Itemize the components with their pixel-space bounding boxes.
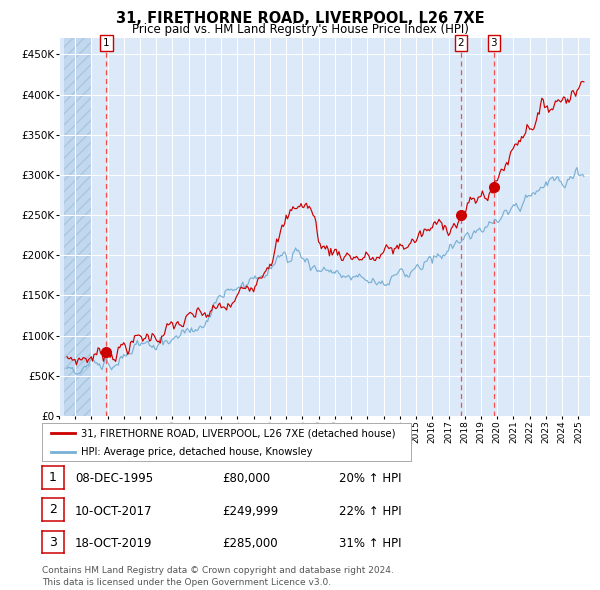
Text: £80,000: £80,000 xyxy=(222,473,270,486)
Text: HPI: Average price, detached house, Knowsley: HPI: Average price, detached house, Know… xyxy=(81,447,312,457)
Text: 2: 2 xyxy=(49,503,57,516)
Text: Price paid vs. HM Land Registry's House Price Index (HPI): Price paid vs. HM Land Registry's House … xyxy=(131,23,469,36)
Text: £249,999: £249,999 xyxy=(222,505,278,518)
Text: 08-DEC-1995: 08-DEC-1995 xyxy=(75,473,153,486)
Text: 31, FIRETHORNE ROAD, LIVERPOOL, L26 7XE: 31, FIRETHORNE ROAD, LIVERPOOL, L26 7XE xyxy=(116,11,484,25)
Text: 31% ↑ HPI: 31% ↑ HPI xyxy=(339,537,401,550)
Text: 3: 3 xyxy=(49,536,57,549)
Text: £285,000: £285,000 xyxy=(222,537,278,550)
Text: 1: 1 xyxy=(103,38,110,48)
Text: 22% ↑ HPI: 22% ↑ HPI xyxy=(339,505,401,518)
Text: 3: 3 xyxy=(491,38,497,48)
Text: 18-OCT-2019: 18-OCT-2019 xyxy=(75,537,152,550)
Text: 10-OCT-2017: 10-OCT-2017 xyxy=(75,505,152,518)
Text: Contains HM Land Registry data © Crown copyright and database right 2024.
This d: Contains HM Land Registry data © Crown c… xyxy=(42,566,394,587)
Text: 31, FIRETHORNE ROAD, LIVERPOOL, L26 7XE (detached house): 31, FIRETHORNE ROAD, LIVERPOOL, L26 7XE … xyxy=(81,428,395,438)
Bar xyxy=(64,38,91,416)
Text: 1: 1 xyxy=(49,471,57,484)
Text: 20% ↑ HPI: 20% ↑ HPI xyxy=(339,473,401,486)
Text: 2: 2 xyxy=(458,38,464,48)
